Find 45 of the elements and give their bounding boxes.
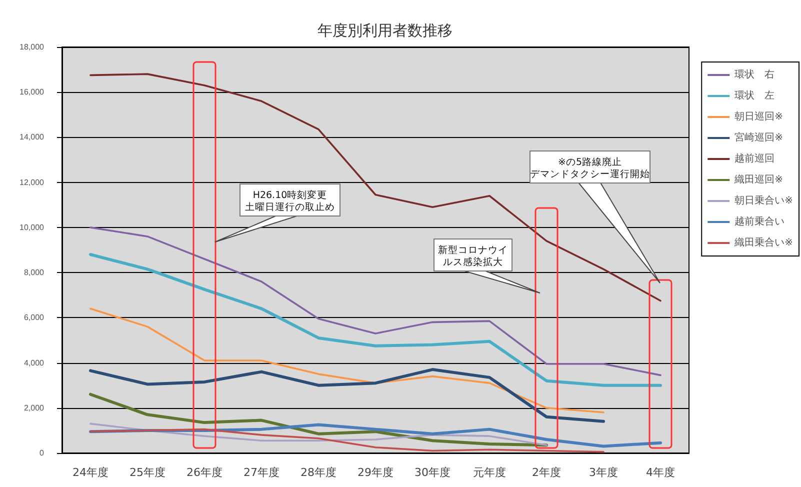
y-tick-label: 4,000 [24,358,45,368]
y-tick-label: 18,000 [20,42,45,52]
speech-bubble: H26.10時刻変更土曜日運行の取止め [214,184,340,242]
x-tick-label: 28年度 [300,466,336,479]
y-tick-label: 2,000 [24,403,45,412]
line-series [90,226,662,376]
legend-label: 越前乗合い [734,216,785,228]
x-tick-label: 30年度 [414,466,450,479]
y-tick-label: 0 [40,448,45,458]
y-tick-label: 10,000 [20,222,45,232]
x-tick-label: 4年度 [646,466,675,479]
speech-bubble: ※の5路線廃止デマンドタクシー運行開始 [530,150,660,284]
x-tick-label: 24年度 [72,466,108,479]
y-tick-label: 6,000 [24,313,45,322]
x-tick-label: 2年度 [532,466,561,479]
line-series [90,422,548,446]
line-series [89,253,662,387]
speech-bubble: 新型コロナウイルス感染拡大 [434,238,540,294]
y-tick-label: 8,000 [24,268,45,278]
annotation: ※の5路線廃止デマンドタクシー運行開始 [530,156,650,180]
x-tick-label: 29年度 [358,466,394,479]
chart-title: 年度別利用者数推移 [318,22,452,40]
legend-label: 環状 左 [734,90,775,102]
legend-label: 越前巡回 [734,152,775,164]
legend-label: 織田乗合い※ [734,236,794,248]
line-series [89,368,605,423]
legend-label: 宮崎巡回※ [734,132,784,144]
x-tick-label: 27年度 [244,466,280,479]
legend-label: 環状 右 [734,68,775,80]
annotation: H26.10時刻変更土曜日運行の取止め [245,189,335,213]
y-tick-label: 14,000 [20,132,45,142]
line-series [89,392,548,447]
legend-label: 朝日乗合い※ [734,194,794,206]
y-tick-label: 16,000 [20,88,45,97]
line-series [90,73,662,302]
x-tick-label: 25年度 [130,466,166,479]
legend-label: 織田巡回※ [734,174,784,186]
line-series [90,428,604,453]
x-tick-label: 3年度 [589,466,618,479]
x-tick-label: 元年度 [473,466,506,479]
legend-label: 朝日巡回※ [734,110,784,122]
x-tick-label: 26年度 [186,466,222,479]
line-series [90,308,604,414]
annotation: 新型コロナウイルス感染拡大 [438,244,508,268]
y-tick-label: 12,000 [20,178,45,187]
